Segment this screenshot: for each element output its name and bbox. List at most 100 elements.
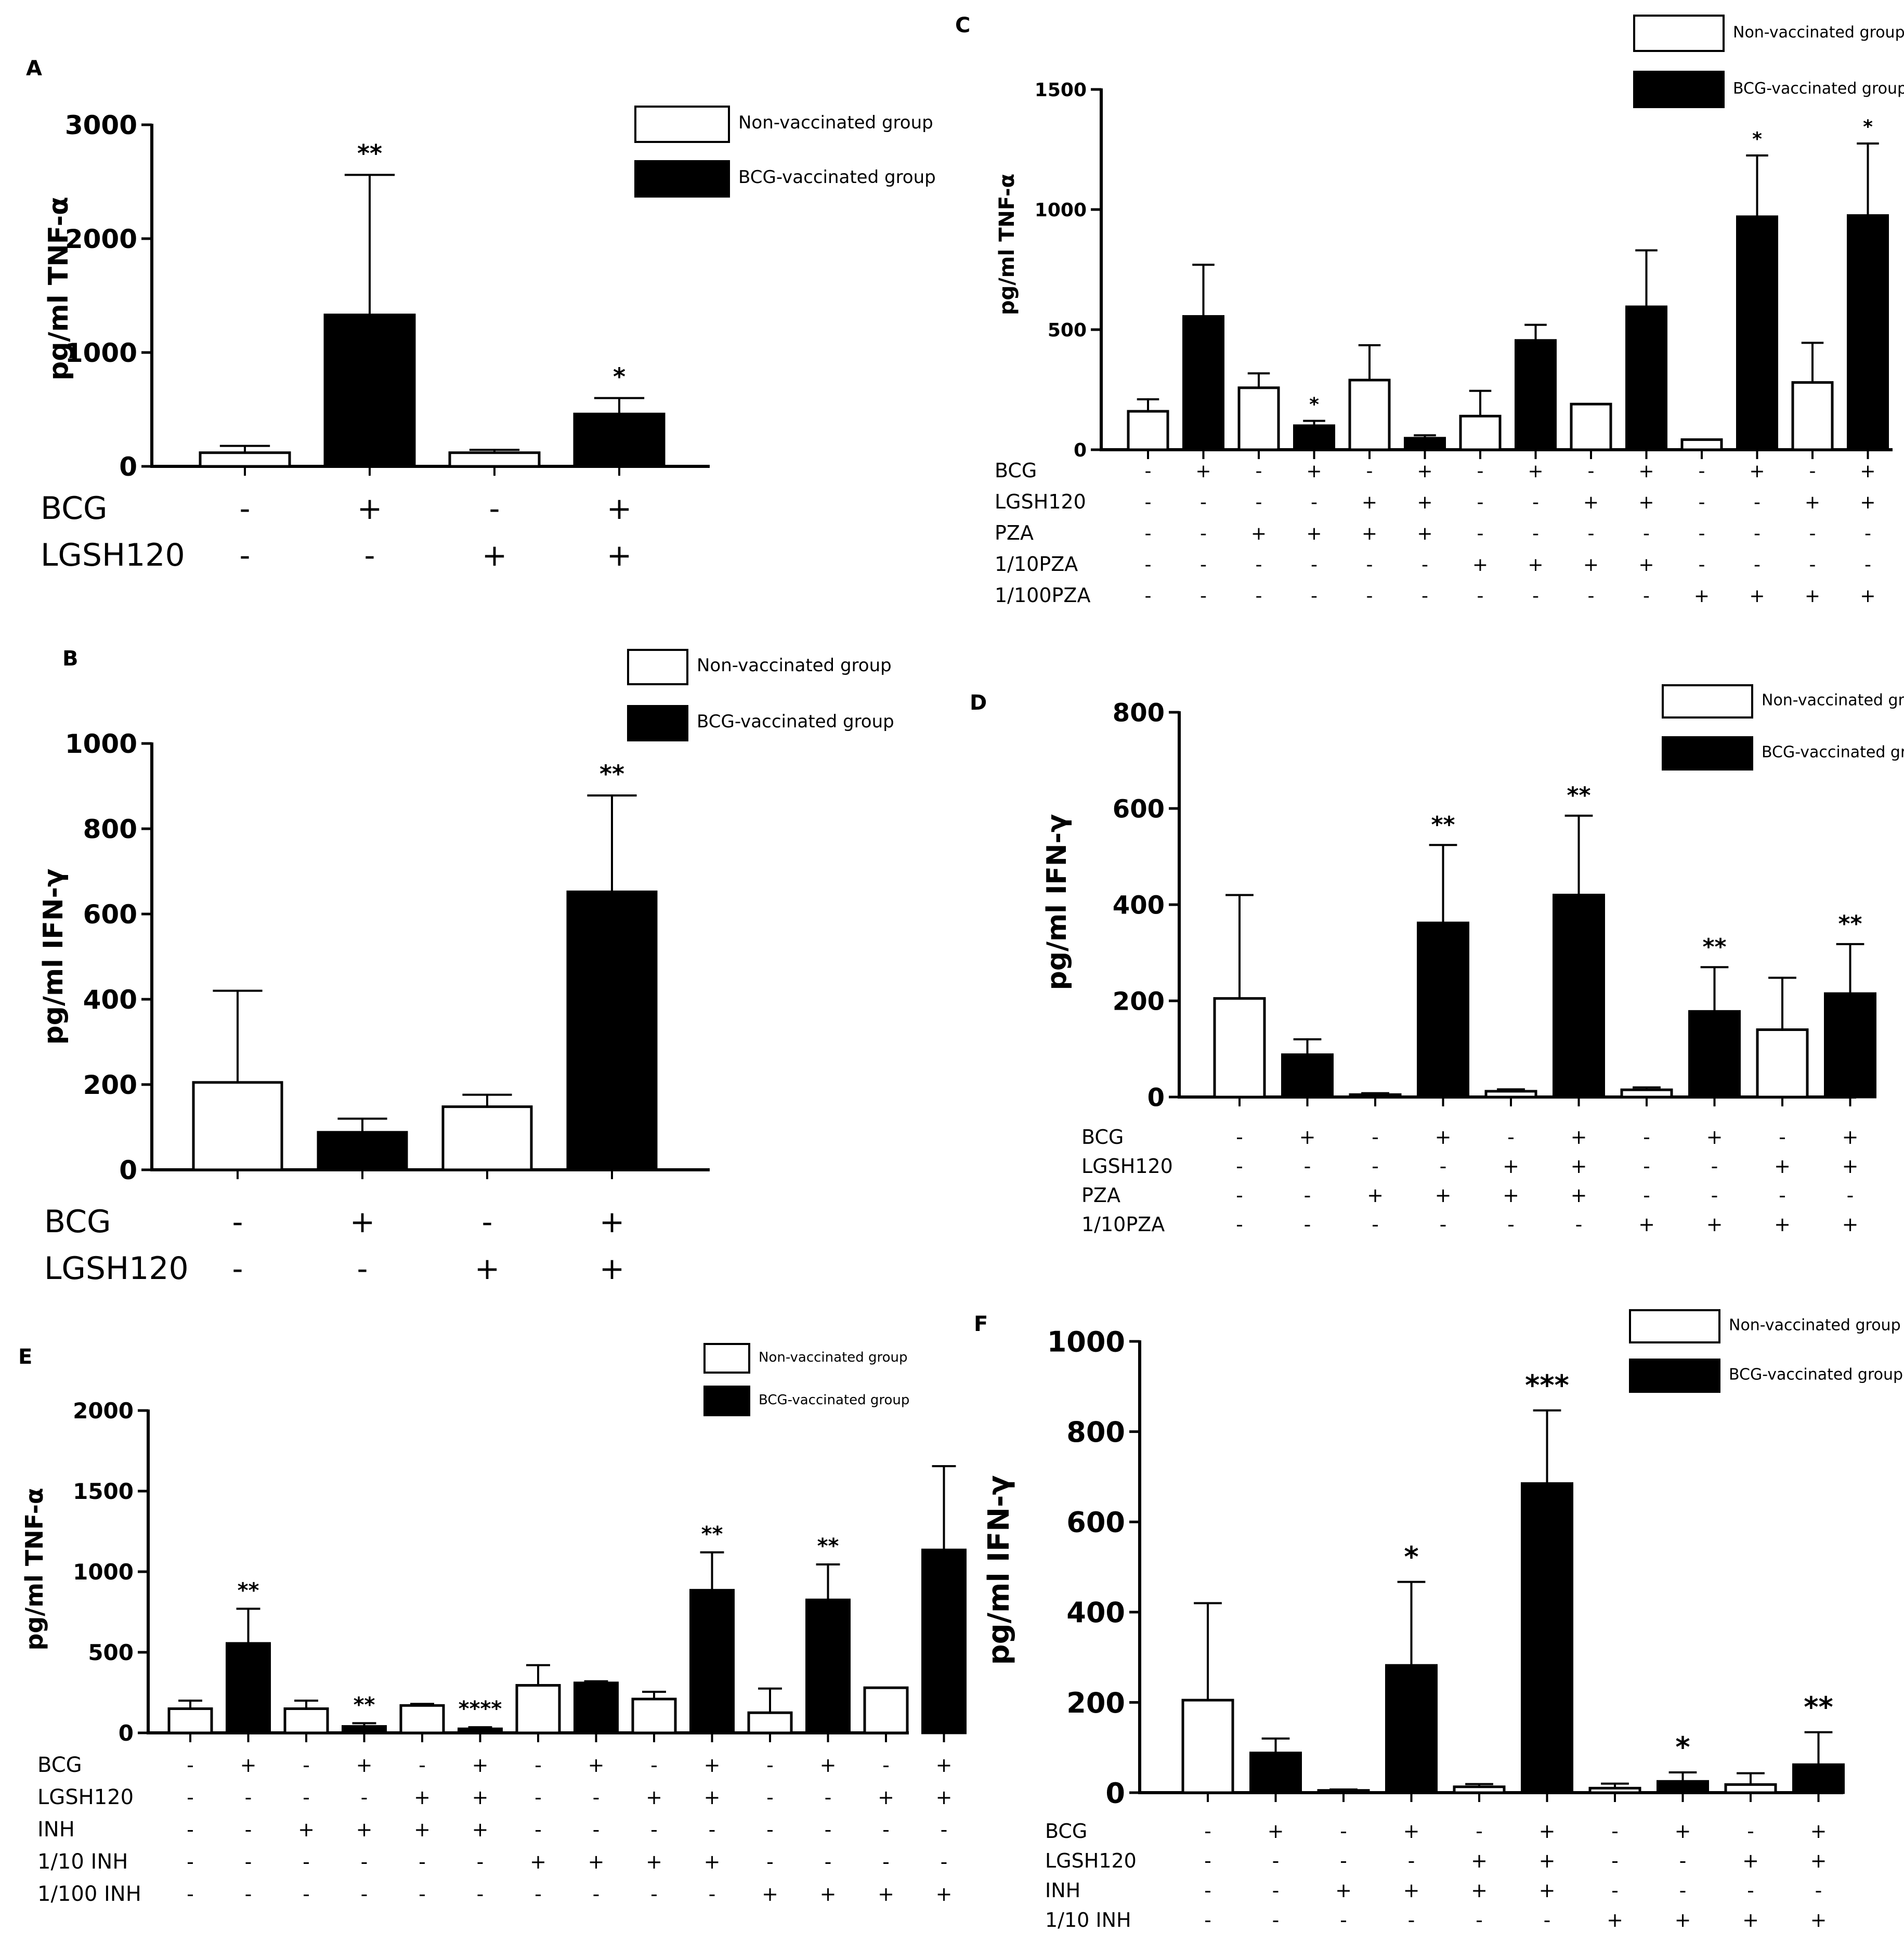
factor-sign: - <box>1256 554 1262 576</box>
bar-bcg-vaccinated <box>1553 894 1605 1099</box>
factor-sign: - <box>1809 523 1816 544</box>
bar-bcg-vaccinated <box>1249 1752 1302 1794</box>
factor-sign: - <box>1366 554 1373 576</box>
factor-sign: + <box>1435 1126 1452 1148</box>
factor-sign: + <box>1638 461 1654 482</box>
factor-sign: + <box>599 1251 625 1286</box>
bar-non-vaccinated <box>441 1105 533 1171</box>
significance-label: * <box>1309 394 1319 415</box>
legend-swatch-bcg-vaccinated <box>634 160 730 198</box>
factor-sign: - <box>1532 523 1539 544</box>
bar-non-vaccinated <box>1620 1088 1673 1099</box>
legend-swatch-non-vaccinated <box>1633 15 1725 52</box>
factor-sign: + <box>1539 1879 1556 1902</box>
significance-label: * <box>1863 116 1873 138</box>
factor-sign: - <box>825 1818 832 1841</box>
factor-sign: - <box>1699 492 1705 513</box>
factor-sign: - <box>1679 1879 1687 1902</box>
factor-sign: + <box>1810 1849 1827 1872</box>
factor-sign: - <box>357 1251 368 1286</box>
factor-sign: + <box>588 1850 605 1873</box>
y-tick-label: 200 <box>1066 1687 1125 1719</box>
factor-sign: + <box>240 1754 257 1777</box>
factor-sign: - <box>482 1204 493 1239</box>
bar-non-vaccinated <box>1724 1783 1777 1794</box>
y-tick-label: 400 <box>1066 1596 1125 1629</box>
bar-non-vaccinated <box>1756 1028 1809 1099</box>
factor-sign: - <box>1699 523 1705 544</box>
legend-label-bcg-vaccinated: BCG-vaccinated group <box>1733 80 1904 98</box>
factor-sign: - <box>1422 585 1428 607</box>
factor-sign: + <box>472 1786 489 1809</box>
factor-sign: - <box>361 1850 368 1873</box>
factor-label: 1/10 INH <box>1045 1909 1131 1931</box>
factor-sign: + <box>1571 1184 1587 1207</box>
factor-sign: + <box>1471 1879 1488 1902</box>
y-tick-label: 500 <box>88 1640 134 1665</box>
factor-sign: - <box>1507 1213 1515 1236</box>
factor-sign: - <box>187 1786 194 1809</box>
factor-sign: + <box>878 1883 894 1905</box>
factor-sign: - <box>1643 1184 1650 1207</box>
factor-sign: - <box>882 1850 890 1873</box>
bar-bcg-vaccinated <box>573 1681 619 1734</box>
significance-label: ** <box>1431 812 1455 838</box>
factor-sign: - <box>1588 523 1595 544</box>
factor-sign: + <box>1417 523 1432 544</box>
factor-sign: + <box>1749 461 1765 482</box>
bar-non-vaccinated <box>1348 378 1391 451</box>
factor-sign: - <box>882 1754 890 1777</box>
factor-sign: + <box>607 538 632 573</box>
bar-non-vaccinated <box>192 1081 283 1171</box>
factor-label: INH <box>1045 1879 1080 1902</box>
factor-sign: + <box>1675 1820 1691 1843</box>
y-axis-label: pg/ml IFN-γ <box>38 869 69 1045</box>
y-tick-label: 400 <box>1113 891 1165 920</box>
significance-label: ** <box>1702 934 1726 960</box>
factor-sign: - <box>1340 1849 1347 1872</box>
significance-label: ** <box>354 1693 375 1717</box>
significance-label: * <box>1404 1541 1418 1573</box>
factor-sign: - <box>1366 461 1373 482</box>
panel-C: C Non-vaccinated group BCG-vaccinated grou… <box>955 14 1904 607</box>
significance-label: ** <box>1838 911 1862 937</box>
factor-sign: - <box>1340 1820 1347 1843</box>
factor-sign: - <box>1532 492 1539 513</box>
factor-label: PZA <box>1081 1184 1120 1207</box>
factor-sign: - <box>1304 1184 1311 1207</box>
factor-sign: - <box>650 1883 658 1905</box>
factor-sign: + <box>472 1818 489 1841</box>
bar-non-vaccinated <box>1791 381 1834 451</box>
factor-sign: + <box>1675 1909 1691 1931</box>
factor-sign: - <box>1754 554 1760 576</box>
factor-sign: - <box>1588 461 1595 482</box>
factor-sign: - <box>1747 1879 1754 1902</box>
y-tick-label: 800 <box>1066 1416 1125 1448</box>
factor-sign: + <box>820 1883 837 1905</box>
factor-sign: + <box>1362 492 1377 513</box>
significance-label: *** <box>1525 1369 1569 1402</box>
bar-non-vaccinated <box>399 1704 445 1734</box>
factor-label: BCG <box>37 1753 82 1777</box>
factor-sign: - <box>534 1818 542 1841</box>
factor-sign: + <box>820 1754 837 1777</box>
factor-sign: - <box>1477 523 1484 544</box>
factor-sign: - <box>1304 1155 1311 1178</box>
factor-sign: - <box>419 1883 426 1905</box>
significance-label: * <box>1752 128 1762 150</box>
factor-sign: + <box>1842 1155 1859 1178</box>
y-axis-label: pg/ml TNF-α <box>995 174 1019 315</box>
factor-label: BCG <box>1045 1820 1087 1843</box>
factor-sign: - <box>1747 1820 1754 1843</box>
bar-bcg-vaccinated <box>805 1598 851 1734</box>
factor-sign: + <box>704 1850 721 1873</box>
factor-sign: + <box>1706 1213 1723 1236</box>
bar-bcg-vaccinated <box>342 1725 387 1734</box>
bar-bcg-vaccinated <box>317 1131 408 1171</box>
factor-sign: - <box>1544 1909 1551 1931</box>
factor-sign: - <box>1477 492 1484 513</box>
factor-sign: + <box>1638 492 1654 513</box>
y-tick-label: 1000 <box>1035 200 1087 221</box>
y-tick-label: 1000 <box>1047 1325 1125 1358</box>
bar-bcg-vaccinated <box>1824 992 1876 1099</box>
